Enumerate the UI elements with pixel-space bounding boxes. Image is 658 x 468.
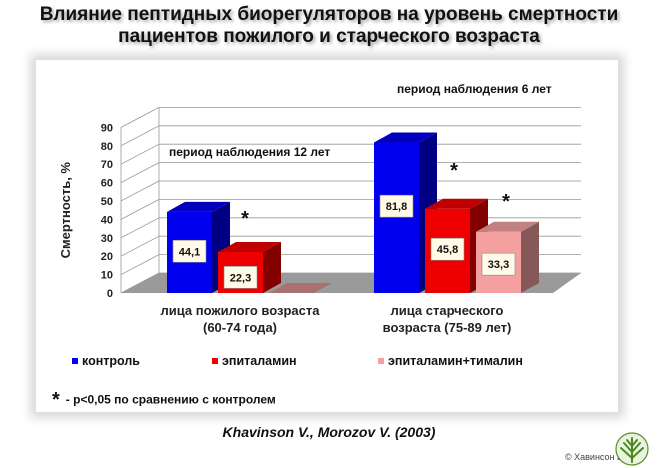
y-tick-label: 40 — [101, 214, 113, 226]
gridline-depth — [120, 143, 160, 165]
data-label-box — [379, 194, 414, 218]
legend-swatch-control — [72, 358, 78, 364]
data-label-box — [430, 237, 465, 261]
data-label: 44,1 — [179, 246, 200, 258]
data-label: 33,3 — [488, 259, 509, 271]
bar-top — [167, 201, 230, 212]
y-axis-label: Смертность, % — [58, 162, 73, 259]
gridline-depth — [120, 125, 160, 147]
y-tick-label: 50 — [101, 196, 113, 208]
annotation-period-12: период наблюдения 12 лет — [169, 145, 330, 159]
data-label-box — [223, 266, 258, 289]
data-label: 45,8 — [437, 244, 458, 256]
gridline-depth — [120, 162, 160, 183]
x-tick-label: лица старческого — [391, 303, 504, 318]
gridline-depth — [120, 254, 160, 275]
y-tick-label: 80 — [101, 141, 113, 153]
footnote-text: - p<0,05 по сравнению с контролем — [65, 392, 276, 407]
significance-star: * — [450, 160, 458, 182]
y-tick-label: 60 — [101, 178, 113, 190]
bar — [374, 142, 419, 293]
bar-side — [263, 241, 281, 293]
data-label-box — [172, 239, 207, 263]
bar-side — [521, 221, 539, 293]
legend-item-epitalamin: эпиталамин — [212, 354, 297, 368]
y-tick-label: 70 — [101, 159, 113, 171]
y-tick-label: 30 — [101, 233, 113, 245]
y-tick-label: 20 — [101, 251, 113, 263]
x-tick-label: лица пожилого возраста — [161, 303, 321, 318]
footnote: * - p<0,05 по сравнению с контролем — [52, 389, 276, 412]
x-tick-label: (60-74 года) — [203, 320, 277, 335]
legend-label-epitalamin-timalin: эпиталамин+тималин — [388, 354, 523, 368]
citation: Khavinson V., Morozov V. (2003) — [222, 424, 436, 440]
x-tick-label: возраста (75-89 лет) — [383, 320, 512, 335]
annotation-period-6: период наблюдения 6 лет — [397, 82, 552, 96]
bar-top — [218, 241, 281, 252]
legend-label-epitalamin: эпиталамин — [222, 354, 297, 368]
bar-top — [374, 132, 437, 143]
legend-item-epitalamin-timalin: эпиталамин+тималин — [378, 354, 523, 368]
data-label: 22,3 — [230, 272, 251, 284]
gridline-depth — [120, 107, 160, 128]
bar-top — [425, 198, 488, 209]
y-tick-label: 10 — [101, 270, 113, 282]
significance-star: * — [502, 191, 510, 213]
footnote-star: * — [52, 389, 60, 411]
gridline-depth — [120, 217, 160, 239]
leaf-logo-icon — [615, 432, 649, 466]
data-label-box — [481, 252, 516, 276]
gridline-depth — [120, 235, 160, 257]
bar-top — [476, 221, 539, 232]
bar-chart: 0 10 20 30 40 50 60 70 80 90 Смертность, % 44,1 22,3… — [58, 82, 581, 335]
legend-swatch-epitalamin-timalin — [378, 358, 384, 364]
copyright: © Хавинсон В.Х. — [565, 452, 635, 462]
data-label: 81,8 — [386, 201, 407, 213]
y-tick-label: 0 — [107, 288, 113, 300]
bar-empty — [269, 283, 332, 293]
y-tick-label: 90 — [101, 122, 113, 134]
significance-star: * — [241, 208, 249, 230]
legend-label-control: контроль — [82, 354, 140, 368]
legend-swatch-epitalamin — [212, 358, 218, 364]
title-line-1: Влияние пептидных биорегуляторов на уров… — [39, 4, 619, 25]
gridline-depth — [120, 199, 160, 220]
page-title: Влияние пептидных биорегуляторов на уров… — [0, 4, 658, 48]
gridline-depth — [120, 180, 160, 202]
title-line-2: пациентов пожилого и старческого возраст… — [118, 26, 540, 47]
legend-item-control: контроль — [72, 354, 140, 368]
